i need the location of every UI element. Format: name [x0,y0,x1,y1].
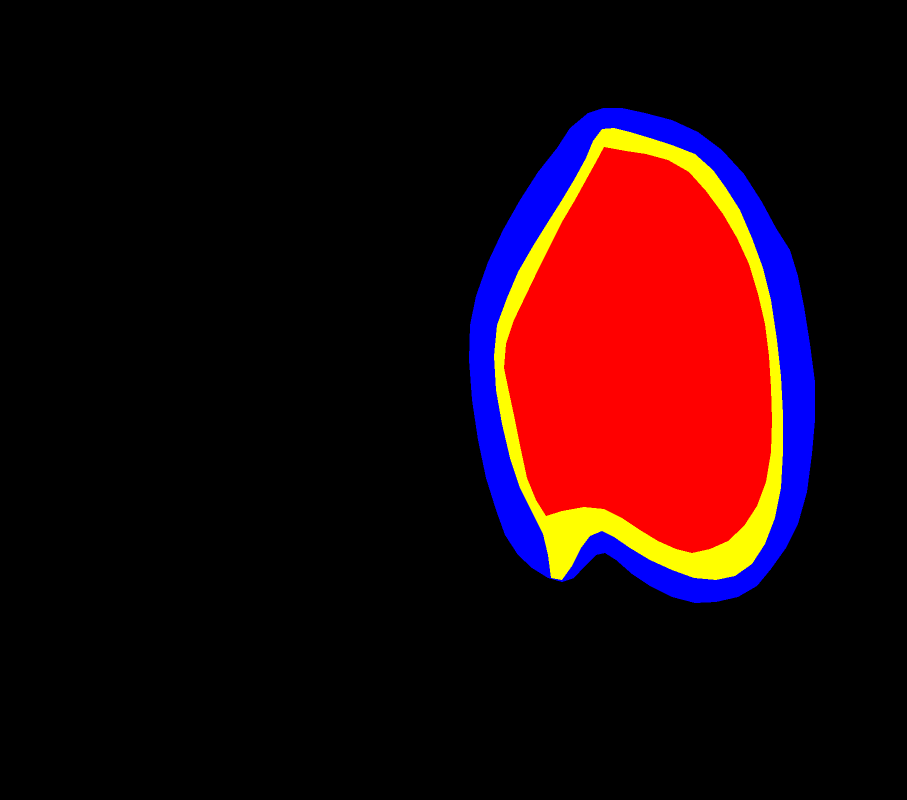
inner-region [504,147,772,553]
